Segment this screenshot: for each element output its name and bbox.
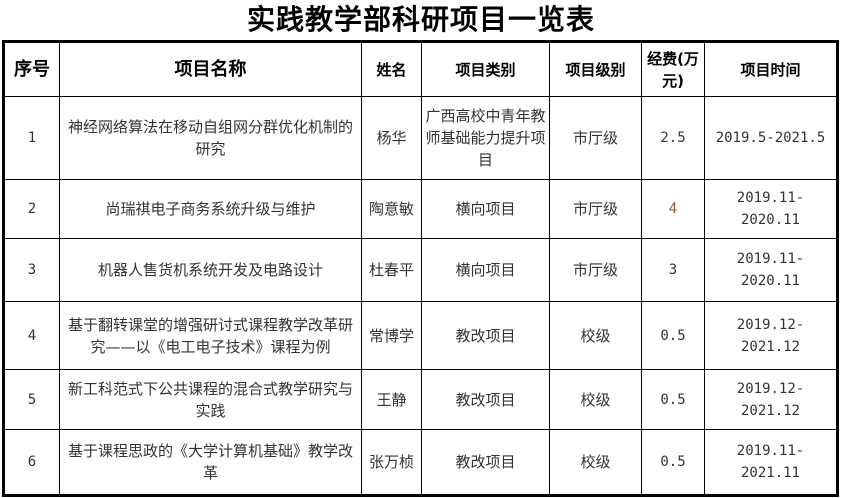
header-time: 项目时间 bbox=[704, 41, 838, 97]
cell-fund: 2.5 bbox=[641, 96, 705, 180]
cell-category: 横向项目 bbox=[421, 238, 550, 302]
cell-name: 基于课程思政的《大学计算机基础》教学改革 bbox=[59, 429, 362, 496]
header-level: 项目级别 bbox=[549, 41, 642, 97]
cell-level: 市厅级 bbox=[549, 96, 642, 180]
cell-fund: 4 bbox=[641, 179, 705, 239]
cell-fund: 0.5 bbox=[641, 301, 705, 370]
header-person: 姓名 bbox=[361, 41, 422, 97]
cell-name: 基于翻转课堂的增强研讨式课程教学改革研究——以《电工电子技术》课程为例 bbox=[59, 301, 362, 370]
cell-category: 横向项目 bbox=[421, 179, 550, 239]
time-text: 2019.11-2020.11 bbox=[736, 251, 805, 289]
cell-person: 杜春平 bbox=[361, 238, 422, 302]
time-text: 2019.12-2021.12 bbox=[736, 380, 805, 419]
cell-level: 校级 bbox=[549, 369, 642, 430]
cell-time: 2019.11-2020.11 bbox=[704, 179, 838, 239]
cell-fund: 0.5 bbox=[641, 369, 705, 430]
cell-category: 教改项目 bbox=[421, 429, 550, 496]
cell-time: 2019.12-2021.12 bbox=[704, 369, 838, 430]
header-category: 项目类别 bbox=[421, 41, 550, 97]
time-text: 2019.12-2021.12 bbox=[736, 316, 805, 355]
cell-category: 教改项目 bbox=[421, 369, 550, 430]
cell-no: 6 bbox=[3, 429, 60, 496]
table-row: 1 神经网络算法在移动自组网分群优化机制的研究 杨华 广西高校中青年教师基础能力提升项… bbox=[3, 96, 838, 180]
header-name: 项目名称 bbox=[59, 41, 362, 97]
header-no: 序号 bbox=[3, 41, 60, 97]
cell-no: 2 bbox=[3, 179, 60, 239]
cell-no: 4 bbox=[3, 301, 60, 370]
table-row: 2 尚瑞祺电子商务系统升级与维护 陶意敏 横向项目 市厅级 4 2019.11-2020.1… bbox=[3, 179, 838, 239]
cell-no: 1 bbox=[3, 96, 60, 180]
cell-person: 陶意敏 bbox=[361, 179, 422, 239]
cell-person: 张万桢 bbox=[361, 429, 422, 496]
time-text: 2019.11-2021.11 bbox=[736, 443, 805, 481]
table-row: 6 基于课程思政的《大学计算机基础》教学改革 张万桢 教改项目 校级 0.5 2019.11… bbox=[3, 429, 838, 496]
table-row: 5 新工科范式下公共课程的混合式教学研究与实践 王静 教改项目 校级 0.5 2019.12… bbox=[3, 369, 838, 430]
cell-name: 新工科范式下公共课程的混合式教学研究与实践 bbox=[59, 369, 362, 430]
cell-no: 3 bbox=[3, 238, 60, 302]
cell-person: 常博学 bbox=[361, 301, 422, 370]
cell-time: 2019.11-2021.11 bbox=[704, 429, 838, 496]
cell-time: 2019.11-2020.11 bbox=[704, 238, 838, 302]
cell-name: 尚瑞祺电子商务系统升级与维护 bbox=[59, 179, 362, 239]
cell-time: 2019.5-2021.5 bbox=[704, 96, 838, 180]
cell-fund: 0.5 bbox=[641, 429, 705, 496]
cell-level: 市厅级 bbox=[549, 179, 642, 239]
header-fund: 经费(万元) bbox=[641, 41, 705, 97]
cell-time: 2019.12-2021.12 bbox=[704, 301, 838, 370]
project-table: 序号 项目名称 姓名 项目类别 项目级别 经费(万元) 项目时间 1 神经网络算法… bbox=[2, 40, 839, 497]
cell-category: 教改项目 bbox=[421, 301, 550, 370]
table-row: 4 基于翻转课堂的增强研讨式课程教学改革研究——以《电工电子技术》课程为例 常博学教… bbox=[3, 301, 838, 370]
cell-no: 5 bbox=[3, 369, 60, 430]
cell-level: 校级 bbox=[549, 429, 642, 496]
page-title: 实践教学部科研项目一览表 bbox=[246, 3, 595, 36]
cell-person: 杨华 bbox=[361, 96, 422, 180]
cell-category: 广西高校中青年教师基础能力提升项目 bbox=[421, 96, 550, 180]
cell-level: 校级 bbox=[549, 301, 642, 370]
cell-person: 王静 bbox=[361, 369, 422, 430]
header-row: 序号 项目名称 姓名 项目类别 项目级别 经费(万元) 项目时间 bbox=[3, 41, 838, 97]
time-text: 2019.11-2020.11 bbox=[736, 190, 805, 228]
table-row: 3 机器人售货机系统开发及电路设计 杜春平 横向项目 市厅级 3 2019.11-2020.… bbox=[3, 238, 838, 302]
cell-level: 市厅级 bbox=[549, 238, 642, 302]
cell-name: 神经网络算法在移动自组网分群优化机制的研究 bbox=[59, 96, 362, 180]
cell-name: 机器人售货机系统开发及电路设计 bbox=[59, 238, 362, 302]
cell-fund: 3 bbox=[641, 238, 705, 302]
